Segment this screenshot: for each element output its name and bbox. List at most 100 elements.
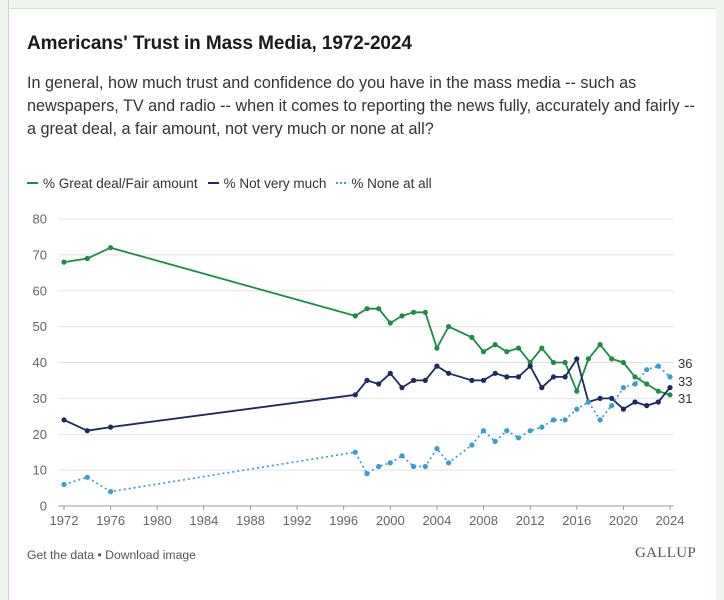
chart-card — [9, 9, 716, 600]
x-tick-label-1992: 1992 — [283, 513, 312, 528]
data-point-great-deal-fair-amount-2005 — [446, 324, 452, 330]
data-point-great-deal-fair-amount-2010 — [504, 349, 510, 355]
end-label-33: 33 — [678, 374, 692, 389]
x-tick-label-2012: 2012 — [516, 513, 545, 528]
legend-label-great-fair: % Great deal/Fair amount — [43, 175, 198, 191]
gridlines — [58, 218, 674, 507]
data-point-not-very-much-1997 — [352, 392, 358, 398]
data-point-none-at-all-2016 — [574, 406, 580, 412]
data-point-not-very-much-1976 — [108, 424, 114, 430]
data-point-not-very-much-2002 — [411, 377, 417, 383]
chart-legend: % Great deal/Fair amount % Not very much… — [27, 175, 442, 191]
data-point-not-very-much-2024 — [667, 385, 673, 391]
data-point-none-at-all-2009 — [492, 438, 498, 444]
data-point-great-deal-fair-amount-2002 — [411, 309, 417, 315]
footer-links: Get the data • Download image — [27, 548, 196, 562]
data-point-none-at-all-2014 — [550, 417, 557, 423]
x-tick-label-1972: 1972 — [50, 513, 79, 528]
y-tick-label-70: 70 — [33, 247, 47, 262]
data-point-not-very-much-1974 — [84, 428, 90, 434]
get-data-link[interactable]: Get the data — [27, 548, 95, 562]
y-tick-label-0: 0 — [40, 499, 47, 514]
y-tick-label-60: 60 — [33, 283, 47, 298]
data-point-not-very-much-2021 — [632, 399, 638, 405]
end-labels: 36 33 31 — [678, 356, 692, 406]
legend-item-not-very-much: % Not very much — [207, 175, 327, 191]
data-point-none-at-all-2017 — [585, 399, 592, 405]
data-point-not-very-much-2011 — [515, 374, 522, 380]
data-point-great-deal-fair-amount-2013 — [539, 345, 545, 351]
x-tick-label-2020: 2020 — [609, 513, 638, 528]
data-point-not-very-much-2005 — [446, 370, 452, 376]
data-point-great-deal-fair-amount-2015 — [562, 359, 568, 366]
data-point-none-at-all-2001 — [399, 453, 405, 459]
footer-separator: • — [94, 548, 106, 562]
legend-label-not-very-much: % Not very much — [223, 175, 327, 191]
data-point-not-very-much-2010 — [504, 374, 510, 380]
data-point-none-at-all-1999 — [376, 463, 382, 470]
y-tick-label-50: 50 — [33, 319, 47, 334]
gallup-logo: GALLUP — [635, 545, 696, 561]
legend-swatch-great-fair — [27, 182, 38, 184]
data-point-none-at-all-2020 — [620, 385, 627, 391]
data-point-none-at-all-2007 — [469, 442, 475, 448]
data-point-none-at-all-2002 — [411, 463, 417, 470]
data-point-great-deal-fair-amount-2014 — [550, 359, 557, 366]
data-point-not-very-much-2003 — [422, 377, 428, 383]
data-point-great-deal-fair-amount-1976 — [108, 245, 114, 251]
data-point-none-at-all-2005 — [446, 460, 452, 466]
data-point-not-very-much-2013 — [539, 385, 545, 391]
data-point-not-very-much-2015 — [562, 374, 568, 380]
data-point-not-very-much-2019 — [609, 395, 615, 401]
data-point-not-very-much-2004 — [434, 363, 440, 369]
data-point-great-deal-fair-amount-2003 — [422, 309, 428, 315]
download-image-link[interactable]: Download image — [105, 548, 196, 562]
data-point-none-at-all-2011 — [515, 435, 522, 441]
data-point-none-at-all-2018 — [597, 417, 603, 423]
y-tick-label-40: 40 — [33, 355, 47, 370]
data-point-not-very-much-1998 — [364, 377, 370, 383]
data-point-not-very-much-2020 — [620, 406, 627, 412]
series-none-at-all — [61, 363, 673, 495]
data-point-none-at-all-1997 — [352, 449, 358, 455]
legend-item-none-at-all: % None at all — [336, 175, 432, 191]
series-great-deal-fair-amount — [61, 245, 673, 398]
window-frame-rule — [8, 8, 716, 9]
y-tick-label-10: 10 — [33, 463, 47, 478]
data-point-great-deal-fair-amount-1997 — [352, 313, 358, 319]
data-point-none-at-all-2019 — [609, 403, 615, 409]
x-tick-label-1976: 1976 — [96, 513, 125, 528]
x-tick-label-1980: 1980 — [143, 513, 172, 528]
data-point-great-deal-fair-amount-2007 — [469, 334, 475, 340]
data-point-not-very-much-2012 — [527, 363, 533, 369]
data-point-not-very-much-1972 — [61, 417, 67, 423]
end-label-31: 31 — [678, 391, 692, 406]
y-tick-label-30: 30 — [33, 391, 47, 406]
data-point-not-very-much-1999 — [376, 381, 382, 387]
data-point-not-very-much-2018 — [597, 395, 603, 401]
window-frame-left — [0, 0, 9, 600]
x-tick-label-2000: 2000 — [376, 513, 405, 528]
data-point-none-at-all-2010 — [504, 428, 510, 434]
data-point-none-at-all-1974 — [84, 474, 90, 480]
data-point-great-deal-fair-amount-1974 — [84, 255, 90, 262]
x-tick-label-2016: 2016 — [562, 513, 591, 528]
data-point-none-at-all-1976 — [108, 489, 114, 495]
data-point-great-deal-fair-amount-2004 — [434, 345, 440, 351]
axes: 0 10 20 30 40 50 60 70 80 1972 1976 1980 1984 1988 199… — [33, 212, 685, 529]
data-point-not-very-much-2016 — [574, 356, 580, 362]
data-point-none-at-all-2021 — [632, 381, 638, 387]
data-point-great-deal-fair-amount-2017 — [585, 356, 592, 362]
chart-title: Americans' Trust in Mass Media, 1972-202… — [27, 33, 412, 54]
x-tick-label-1984: 1984 — [189, 513, 218, 528]
data-point-great-deal-fair-amount-2016 — [574, 388, 580, 394]
x-tick-label-1988: 1988 — [236, 513, 265, 528]
data-point-none-at-all-2003 — [422, 463, 428, 470]
y-tick-label-20: 20 — [33, 427, 47, 442]
data-point-not-very-much-2009 — [492, 370, 498, 376]
data-point-great-deal-fair-amount-2011 — [515, 345, 522, 351]
legend-swatch-none-at-all — [336, 182, 347, 184]
legend-label-none-at-all: % None at all — [351, 175, 432, 191]
data-point-not-very-much-2007 — [469, 377, 475, 383]
